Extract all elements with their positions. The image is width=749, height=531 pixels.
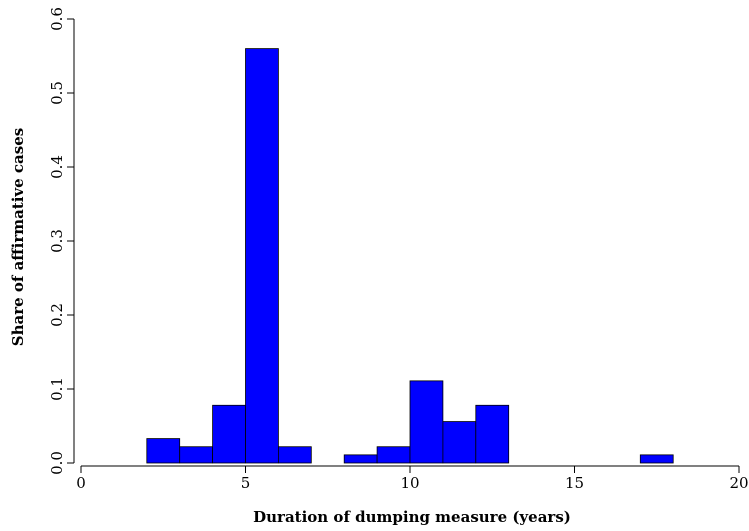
histogram-bar-10 xyxy=(639,454,674,464)
bars-group xyxy=(146,48,674,464)
histogram-bar-7 xyxy=(409,380,444,464)
y-tick-label-5: 0.5 xyxy=(48,81,66,105)
x-tick-label-2: 10 xyxy=(400,474,419,492)
histogram-bar-4 xyxy=(277,446,312,464)
y-tick-label-2: 0.2 xyxy=(48,303,66,327)
histogram-bar-6 xyxy=(376,446,411,464)
y-tick-label-0: 0.0 xyxy=(48,451,66,475)
y-tick-label-4: 0.4 xyxy=(48,155,66,179)
y-tick-label-3: 0.3 xyxy=(48,229,66,253)
x-tick-label-4: 20 xyxy=(729,474,748,492)
x-tick-label-0: 0 xyxy=(76,474,86,492)
y-tick-label-6: 0.6 xyxy=(48,7,66,31)
x-axis-title: Duration of dumping measure (years) xyxy=(253,508,571,526)
histogram-bar-5 xyxy=(343,454,378,464)
y-tick-label-1: 0.1 xyxy=(48,377,66,401)
x-axis: 0 5 10 15 20 xyxy=(76,465,749,492)
histogram-bar-2 xyxy=(212,404,246,464)
x-tick-label-1: 5 xyxy=(241,474,251,492)
histogram-bar-1 xyxy=(179,446,213,464)
y-axis: 0.0 0.1 0.2 0.3 0.4 0.5 0.6 xyxy=(48,7,75,475)
histogram-bar-9 xyxy=(475,404,510,464)
x-tick-label-3: 15 xyxy=(565,474,584,492)
histogram-bar-8 xyxy=(442,421,477,464)
histogram-bar-3 xyxy=(245,48,279,464)
y-axis-title: Share of affirmative cases xyxy=(9,128,27,346)
histogram-bar-0 xyxy=(146,438,181,464)
